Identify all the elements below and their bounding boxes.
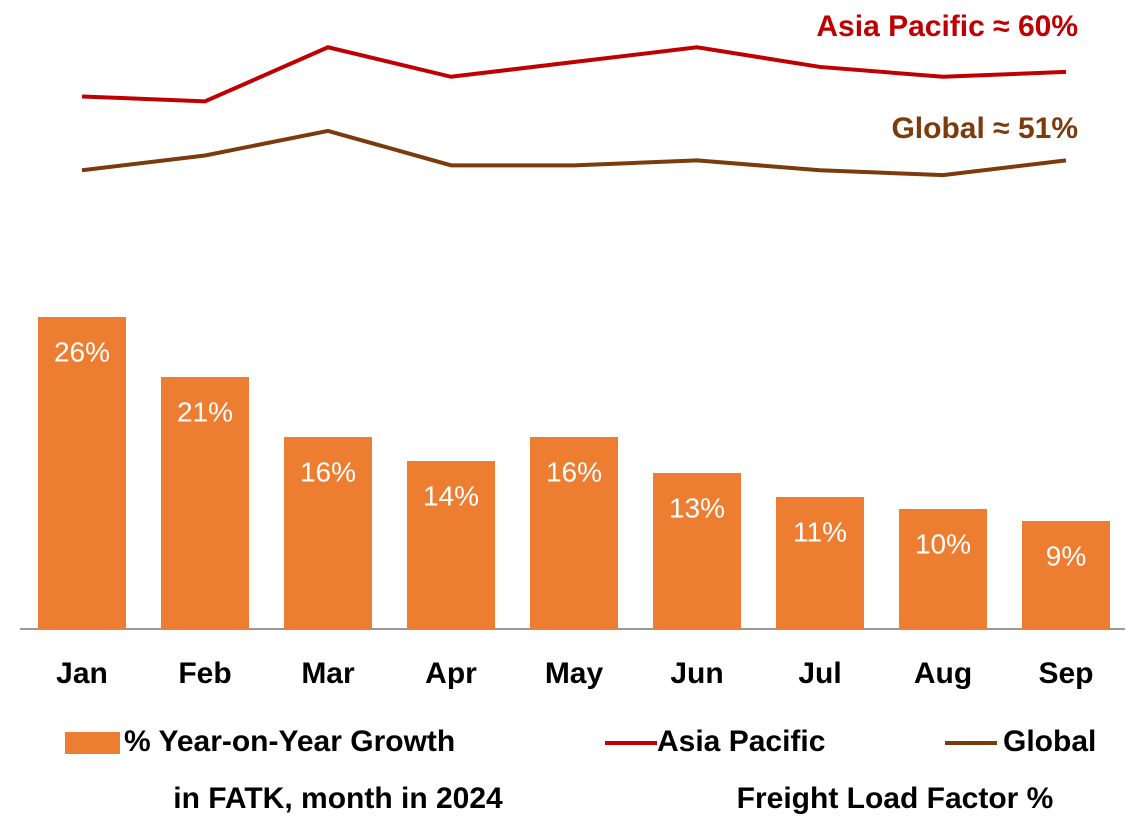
x-tick-label: May [545,657,604,690]
data-label: 11% [793,516,847,547]
data-label: 26% [54,336,110,367]
data-label: 10% [915,528,971,559]
data-label: 21% [177,396,233,427]
x-tick-label: Feb [178,657,231,690]
data-label: 16% [300,456,356,487]
annotation: Global ≈ 51% [891,112,1078,145]
legend-note: Freight Load Factor % [737,782,1054,815]
bar [38,317,126,629]
bar [653,473,741,629]
bar [407,461,495,629]
data-label: 9% [1046,540,1086,571]
x-tick-label: Apr [425,657,477,690]
bar [776,497,864,629]
legend-label: % Year-on-Year Growth [124,725,455,758]
bar [161,377,249,629]
x-tick-label: Jul [798,657,841,690]
bar [899,509,987,629]
legend-label: Asia Pacific [657,725,825,758]
x-tick-label: Jan [56,657,108,690]
data-label: 14% [423,480,479,511]
data-label: 16% [546,456,602,487]
x-tick-label: Sep [1038,657,1093,690]
data-label: 13% [669,492,725,523]
bar [284,437,372,629]
bar [530,437,618,629]
x-tick-label: Aug [914,657,972,690]
bar [1022,521,1110,629]
legend-label: Global [1003,725,1096,758]
line [81,45,1067,104]
annotation: Asia Pacific ≈ 60% [816,10,1078,43]
legend-swatch [65,732,120,754]
x-tick-label: Mar [301,657,355,690]
x-tick-label: Jun [670,657,723,690]
line [81,128,1067,178]
legend-note: in FATK, month in 2024 [173,782,503,815]
